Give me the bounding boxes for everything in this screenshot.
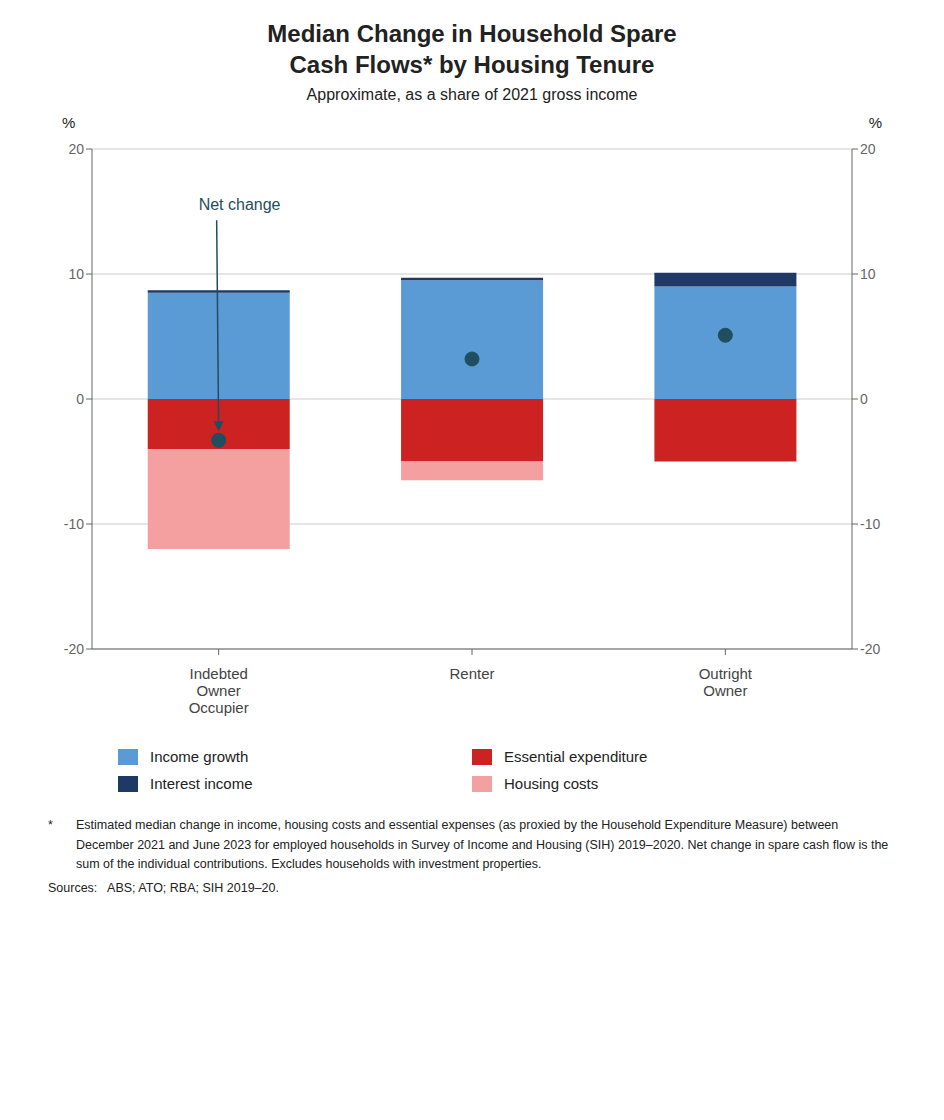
svg-text:20: 20: [860, 141, 876, 157]
svg-text:10: 10: [68, 266, 84, 282]
svg-text:0: 0: [76, 391, 84, 407]
svg-text:0: 0: [860, 391, 868, 407]
html-text:Estimated median change in inc: Estimated median change in income, housi…: [76, 818, 889, 872]
svg-text:Renter: Renter: [449, 665, 494, 682]
html-text:Interest income: Interest income: [150, 775, 253, 793]
svg-text:IndebtedOwnerOccupier: IndebtedOwnerOccupier: [189, 665, 249, 717]
html-text:Approximate, as a share of 202: Approximate, as a share of 2021 gross in…: [306, 86, 638, 104]
svg-text:OutrightOwner: OutrightOwner: [699, 665, 753, 699]
svg-text:-10: -10: [64, 516, 84, 532]
html-text:Sources: ABS; ATO; RBA; SIH 20: Sources: ABS; ATO; RBA; SIH 2019–20.: [48, 880, 279, 895]
svg-text:-20: -20: [860, 641, 880, 657]
html-text:Housing costs: Housing costs: [504, 775, 599, 793]
html-text:Median Change in Household Spa: Median Change in Household Spare Cash Fl…: [267, 20, 677, 79]
svg-text:20: 20: [68, 141, 84, 157]
svg-text:-20: -20: [64, 641, 84, 657]
html-text:Essential expenditure: Essential expenditure: [504, 748, 648, 766]
svg-text:-10: -10: [860, 516, 880, 532]
html-text:Income growth: Income growth: [150, 748, 249, 766]
svg-text:10: 10: [860, 266, 876, 282]
svg-text:Net change: Net change: [199, 197, 281, 214]
